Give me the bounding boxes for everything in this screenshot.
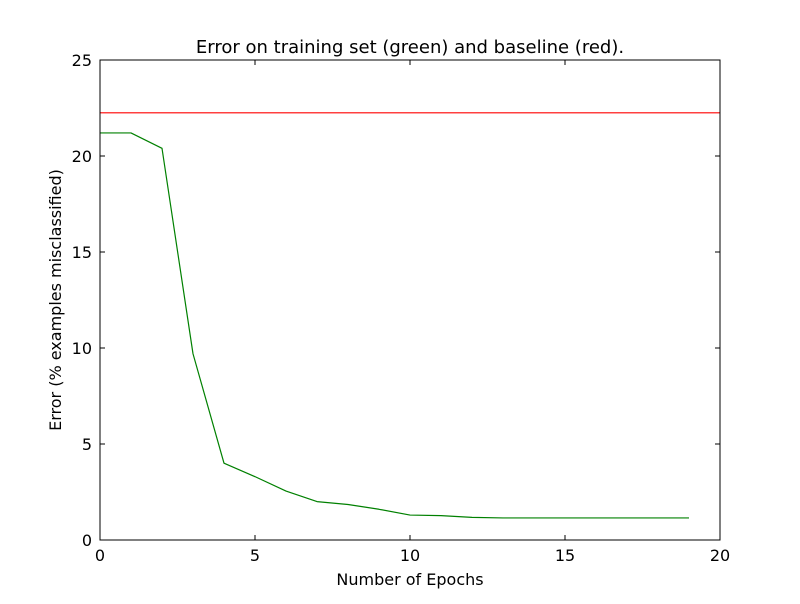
- series-line-0: [100, 132, 689, 519]
- tick-layer: 0 5 10 15 20 0 5 10 15 20 25: [72, 51, 731, 565]
- y-axis-label: Error (% examples misclassified): [46, 169, 65, 431]
- y-tick-label: 20: [72, 147, 92, 166]
- x-tick-label: 15: [555, 546, 575, 565]
- chart-title: Error on training set (green) and baseli…: [196, 37, 624, 58]
- plot-area: [100, 60, 720, 540]
- y-tick-label: 5: [82, 435, 92, 454]
- x-axis-label: Number of Epochs: [336, 570, 483, 589]
- y-tick-label: 0: [82, 531, 92, 550]
- y-tick-label: 15: [72, 243, 92, 262]
- x-tick-label: 0: [95, 546, 105, 565]
- x-tick-label: 5: [250, 546, 260, 565]
- x-tick-label: 20: [710, 546, 730, 565]
- x-tick-label: 10: [400, 546, 420, 565]
- y-tick-label: 10: [72, 339, 92, 358]
- series-layer: [100, 112, 720, 519]
- y-tick-label: 25: [72, 51, 92, 70]
